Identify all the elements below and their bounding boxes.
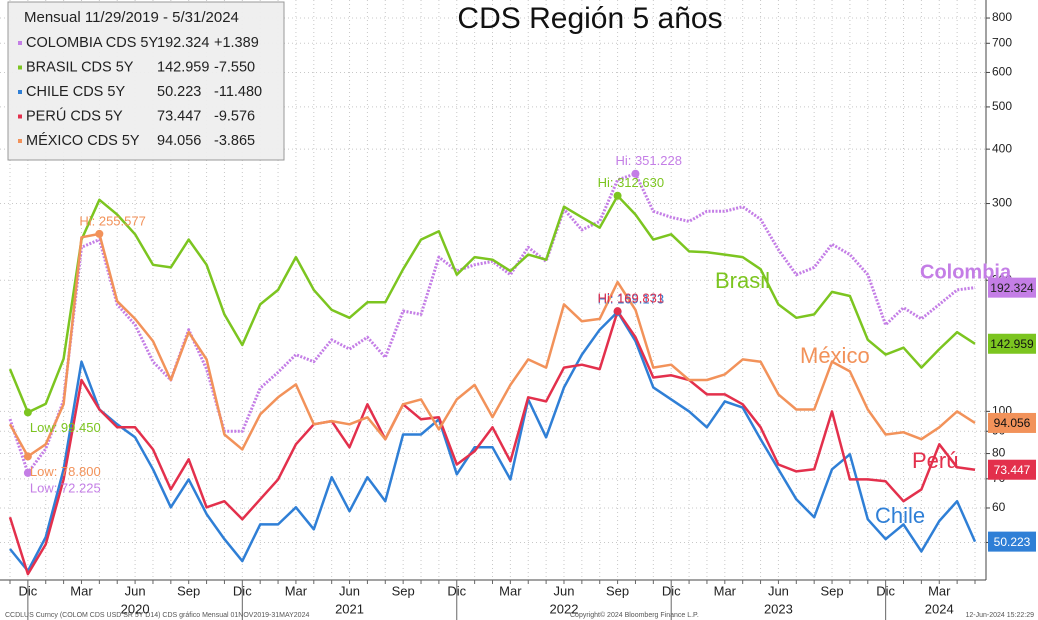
x-tick-label: Sep: [606, 583, 629, 598]
legend-name: MÉXICO CDS 5Y: [26, 132, 140, 149]
legend-name: COLOMBIA CDS 5Y: [26, 35, 158, 51]
hi-label: Hi: 255.577: [79, 213, 146, 228]
low-marker: [23, 408, 32, 417]
x-tick-label: Sep: [392, 583, 415, 598]
legend-change: -3.865: [214, 133, 255, 149]
x-year-label: 2021: [335, 601, 364, 616]
series-label: Perú: [912, 448, 958, 473]
y-tick-label: 600: [992, 65, 1012, 79]
x-tick-label: Mar: [285, 583, 308, 598]
x-year-label: 2020: [121, 601, 150, 616]
legend-last: 50.223: [157, 84, 201, 100]
footer-center: Copyright© 2024 Bloomberg Finance L.P.: [570, 611, 699, 619]
legend-name: BRASIL CDS 5Y: [26, 59, 134, 75]
hi-label: Hi: 312.630: [598, 175, 665, 190]
series-label: Brasil: [715, 268, 770, 293]
low-marker: [23, 468, 32, 477]
legend-box: [7, 1, 285, 161]
x-tick-label: Mar: [70, 583, 93, 598]
legend-swatch: [18, 139, 22, 143]
footer-left: CCDLUS Curncy (COLOM CDS USD SR 5Y D14) …: [5, 612, 309, 619]
x-tick-label: Sep: [820, 583, 843, 598]
footer-right: 12-Jun-2024 15:22:29: [966, 612, 1035, 619]
last-value-label: 142.959: [990, 337, 1034, 351]
legend-swatch: [18, 41, 22, 45]
y-tick-label: 300: [992, 196, 1012, 210]
legend-change: -11.480: [214, 84, 262, 100]
y-tick-label: 60: [992, 500, 1006, 514]
x-tick-label: Jun: [768, 583, 789, 598]
x-tick-label: Dic: [662, 583, 681, 598]
y-tick-label: 800: [992, 10, 1012, 24]
x-tick-label: Mar: [928, 583, 951, 598]
x-tick-label: Dic: [876, 583, 895, 598]
low-label: Low: 78.800: [30, 464, 101, 479]
hi-marker: [613, 307, 622, 316]
legend-last: 142.959: [157, 59, 209, 75]
legend-swatch: [18, 65, 22, 70]
series-line: [8, 194, 976, 414]
x-year-label: 2023: [764, 601, 793, 616]
low-marker: [23, 452, 32, 461]
hi-marker: [95, 229, 104, 238]
legend-header: Mensual 11/29/2019 - 5/31/2024: [24, 9, 239, 26]
last-value-label: 50.223: [994, 535, 1031, 549]
x-year-label: 2024: [925, 601, 954, 616]
series-label: México: [800, 343, 870, 368]
y-tick-label: 500: [992, 99, 1012, 113]
x-tick-label: Mar: [714, 583, 737, 598]
x-tick-label: Jun: [553, 583, 574, 598]
legend-swatch: [18, 114, 22, 119]
x-tick-label: Dic: [18, 583, 37, 598]
x-tick-label: Dic: [447, 583, 466, 598]
series-line: [8, 232, 976, 458]
legend-last: 94.056: [157, 133, 201, 149]
hi-marker: [613, 191, 622, 200]
legend-name: CHILE CDS 5Y: [26, 84, 125, 100]
legend-last: 192.324: [157, 35, 209, 51]
x-tick-label: Mar: [499, 583, 522, 598]
x-tick-label: Dic: [233, 583, 252, 598]
x-tick-label: Jun: [339, 583, 360, 598]
x-tick-label: Sep: [177, 583, 200, 598]
y-tick-label: 400: [992, 141, 1012, 155]
hi-label: Hi: 351.228: [615, 153, 682, 168]
last-value-box: [988, 333, 1036, 354]
legend-swatch: [18, 90, 22, 94]
legend-change: -7.550: [214, 59, 255, 75]
last-value-box: [988, 412, 1036, 433]
x-year-label: 2022: [550, 601, 579, 616]
x-tick-label: Jun: [125, 583, 146, 598]
last-value-box: [988, 459, 1036, 480]
last-value-box: [988, 531, 1036, 552]
series-line: [9, 310, 977, 573]
hi-label: Hi: 169.173: [598, 291, 665, 306]
last-value-label: 94.056: [994, 416, 1031, 430]
series-label: Chile: [875, 503, 925, 528]
series-line: [8, 309, 976, 576]
legend-last: 73.447: [157, 108, 201, 124]
plot: [8, 172, 977, 576]
hi-marker: [631, 169, 640, 178]
low-label: Low: 99.450: [30, 420, 101, 435]
y-tick-label: 700: [992, 35, 1012, 49]
last-value-label: 73.447: [994, 463, 1031, 477]
legend-name: PERÚ CDS 5Y: [26, 107, 123, 124]
y-tick-label: 80: [992, 446, 1006, 460]
last-value-box: [988, 277, 1036, 298]
hi-label: Hi: 169.831: [598, 291, 665, 306]
legend-change: -9.576: [214, 108, 255, 124]
legend-change: +1.389: [214, 35, 259, 51]
chart-title: CDS Región 5 años: [457, 2, 722, 35]
low-label: Low: 72.225: [30, 480, 101, 495]
last-value-label: 192.324: [990, 281, 1034, 295]
